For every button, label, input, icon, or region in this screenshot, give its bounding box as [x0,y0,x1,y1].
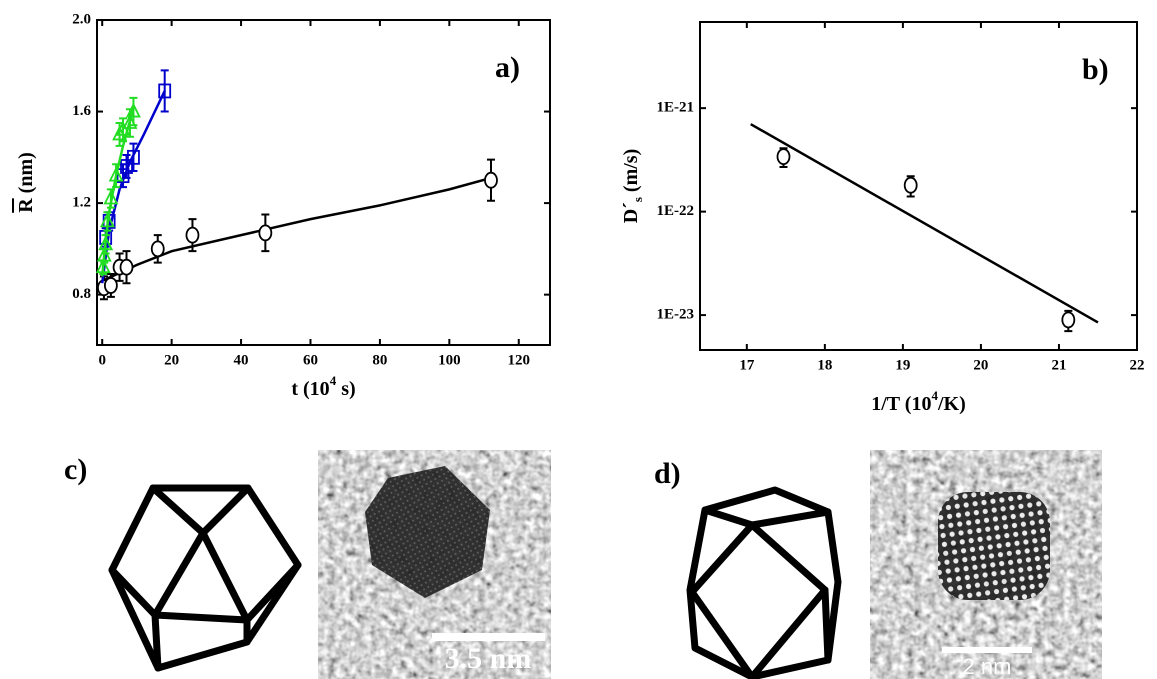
point [905,178,917,193]
fit-line [751,124,1098,322]
y-tick-label: 1.2 [72,195,91,211]
point [259,225,271,240]
y-tick-label: 2.0 [72,11,91,27]
scale-bar-label: 2 nm [963,654,1012,679]
x-tick-label: 40 [234,352,249,368]
x-axis-label-part: 1/T (10 [871,393,931,415]
scale-bar-label: 3.5 nm [445,642,532,675]
x-tick-label: 22 [1130,357,1145,373]
x-axis-label-part: /K) [937,393,966,415]
x-tick-label: 17 [739,357,755,373]
y-axis-label-part: R [15,198,37,213]
x-axis-label-part: s) [336,378,355,400]
panel-label: c) [64,453,87,486]
x-tick-label: 20 [164,352,179,368]
polyhedron-d [690,490,838,677]
x-tick-label: 19 [895,357,910,373]
y-axis-label-part: (nm) [15,152,37,198]
x-axis-label: t (104 s) [291,373,355,399]
y-axis-label-part: D´ [620,202,642,223]
x-tick-label: 0 [98,352,106,368]
x-tick-label: 60 [303,352,318,368]
y-tick-label: 1E-23 [657,307,695,323]
point [1062,312,1074,327]
x-tick-label: 20 [973,357,988,373]
panel-label: d) [654,457,681,490]
y-axis-label: R (nm) [15,152,37,213]
y-tick-label: 1E-22 [657,203,695,219]
point [152,241,164,256]
point [121,260,133,275]
y-tick-label: 0.8 [72,286,91,302]
polyhedron-c [112,488,298,668]
x-tick-label: 120 [508,352,531,368]
y-tick-label: 1.6 [72,103,91,119]
x-tick-label: 21 [1051,357,1066,373]
x-tick-label: 100 [438,352,461,368]
fit-line [102,178,491,281]
panel-label: b) [1082,53,1109,86]
point [105,278,117,293]
error-bar [161,70,169,111]
x-axis-label-part: t (10 [291,378,329,400]
plot-frame [700,22,1137,350]
x-tick-label: 80 [372,352,387,368]
point [485,173,497,188]
panel-label: a) [495,51,520,84]
y-tick-label: 1E-21 [657,100,695,116]
y-axis-label: D´s (m/s) [620,149,646,224]
plot-frame [97,20,550,345]
x-axis-label: 1/T (104/K) [871,388,965,414]
point [777,149,789,164]
x-tick-label: 18 [817,357,832,373]
point [186,228,198,243]
figure: c) 3.5 nm d) 2 nm 0 20 40 60 80 100 120 0.8 1.2 1… [0,0,1157,679]
y-axis-label-part: (m/s) [620,149,642,197]
tem-image-d [870,450,1102,679]
